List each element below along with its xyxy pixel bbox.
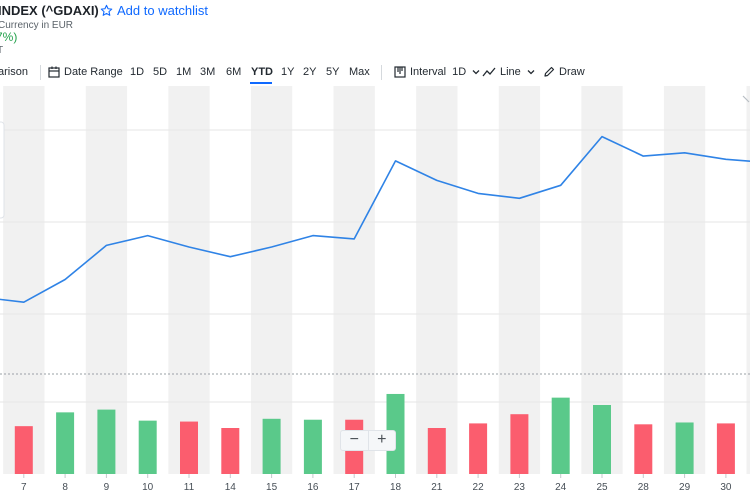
volume-bar (180, 421, 198, 474)
x-tick-label: 22 (473, 482, 485, 493)
interval-value: 1D (452, 66, 467, 78)
x-tick-label: 24 (555, 482, 567, 493)
comparison-button[interactable]: arison (0, 66, 28, 78)
x-tick-label: 10 (142, 482, 154, 493)
day-band (168, 86, 210, 474)
date-range-button[interactable]: Date Range (48, 66, 123, 78)
x-tick-label: 9 (104, 482, 110, 493)
price-line (0, 135, 750, 303)
x-tick-label: 14 (225, 482, 237, 493)
draw-label: Draw (559, 66, 585, 78)
volume-bar (551, 397, 570, 474)
x-tick-label: 15 (266, 482, 278, 493)
range-1y[interactable]: 1Y (281, 66, 295, 78)
range-2y[interactable]: 2Y (303, 66, 317, 78)
price-change: 7%) (0, 30, 18, 44)
day-band (85, 86, 128, 474)
toolbar-divider (40, 65, 41, 80)
volume-bar (634, 424, 653, 474)
chart-canvas[interactable] (0, 86, 750, 474)
star-icon (100, 4, 113, 16)
volume-bar (427, 428, 446, 474)
day-band (250, 86, 293, 474)
range-3m[interactable]: 3M (200, 66, 216, 78)
add-to-watchlist-button[interactable]: Add to watchlist (100, 3, 208, 18)
currency-label: Currency in EUR (0, 20, 74, 31)
range-5d[interactable]: 5D (153, 66, 168, 78)
day-band (3, 86, 45, 474)
x-tick-label: 28 (638, 482, 650, 493)
chevron-down-icon (472, 70, 480, 75)
zoom-controls: − + (340, 430, 396, 451)
volume-bar (593, 405, 611, 474)
market-time: T (0, 45, 4, 56)
volume-bar (469, 423, 488, 474)
volume-bar (262, 418, 281, 474)
day-band (498, 86, 541, 474)
x-tick-label: 8 (62, 482, 68, 493)
volume-bar (716, 423, 735, 474)
x-tick-label: 30 (720, 482, 732, 493)
chart-type-label: Line (500, 66, 521, 78)
chart-type-button[interactable]: Line (482, 66, 535, 78)
x-tick-label: 16 (307, 482, 319, 493)
calendar-icon (48, 66, 60, 78)
chart-expand-handle[interactable] (742, 95, 750, 103)
day-band (663, 86, 706, 474)
watchlist-label: Add to watchlist (117, 3, 209, 18)
active-range-indicator (250, 82, 272, 84)
chevron-down-icon (527, 70, 535, 75)
volume-bar (14, 426, 33, 474)
volume-bar (510, 414, 529, 474)
x-tick-label: 18 (390, 482, 402, 493)
pencil-icon (544, 66, 555, 77)
x-tick-label: 11 (184, 482, 195, 493)
x-tick-label: 29 (679, 482, 691, 493)
range-6m[interactable]: 6M (226, 66, 242, 78)
range-1m[interactable]: 1M (176, 66, 192, 78)
draw-button[interactable]: Draw (543, 66, 585, 78)
quote-header: INDEX (^GDAXI) Add to watchlist Currency… (0, 0, 750, 58)
interval-label: Interval (410, 66, 447, 78)
page-title: INDEX (^GDAXI) (0, 3, 99, 18)
x-axis: 7 8 9 10 11 14 15 16 17 18 21 22 23 24 25 28 29 30 (0, 474, 750, 500)
volume-bar (303, 419, 322, 474)
line-chart-icon (482, 67, 496, 77)
zoom-out-button[interactable]: − (349, 431, 359, 448)
x-axis-canvas: 7 8 9 10 11 14 15 16 17 18 21 22 23 24 25 28 29 30 (21, 474, 732, 493)
volume-bar (675, 422, 694, 474)
volume-bar (221, 428, 240, 474)
zoom-in-button[interactable]: + (367, 431, 396, 450)
x-tick-label: 23 (514, 482, 526, 493)
volume-bar (97, 409, 116, 474)
candle-icon (394, 66, 406, 78)
x-tick-label: 7 (21, 482, 27, 493)
range-1d[interactable]: 1D (130, 66, 145, 78)
tooltip-edge (0, 121, 5, 219)
day-band (746, 86, 750, 474)
toolbar-divider (381, 65, 382, 80)
range-max[interactable]: Max (349, 66, 370, 78)
x-tick-label: 21 (431, 482, 443, 493)
date-range-label: Date Range (64, 66, 123, 78)
range-ytd[interactable]: YTD (251, 66, 273, 78)
volume-bar (56, 412, 75, 474)
chart-toolbar: arison Date Range 1D 5D 1M 3M 6M YTD 1Y … (0, 58, 750, 86)
interval-button[interactable]: Interval 1D (394, 66, 480, 78)
range-5y[interactable]: 5Y (326, 66, 340, 78)
x-tick-label: 25 (596, 482, 608, 493)
volume-bar (138, 420, 157, 474)
day-band (333, 86, 375, 474)
x-tick-label: 17 (349, 482, 361, 493)
day-band (416, 86, 458, 474)
price-chart[interactable] (0, 86, 750, 474)
